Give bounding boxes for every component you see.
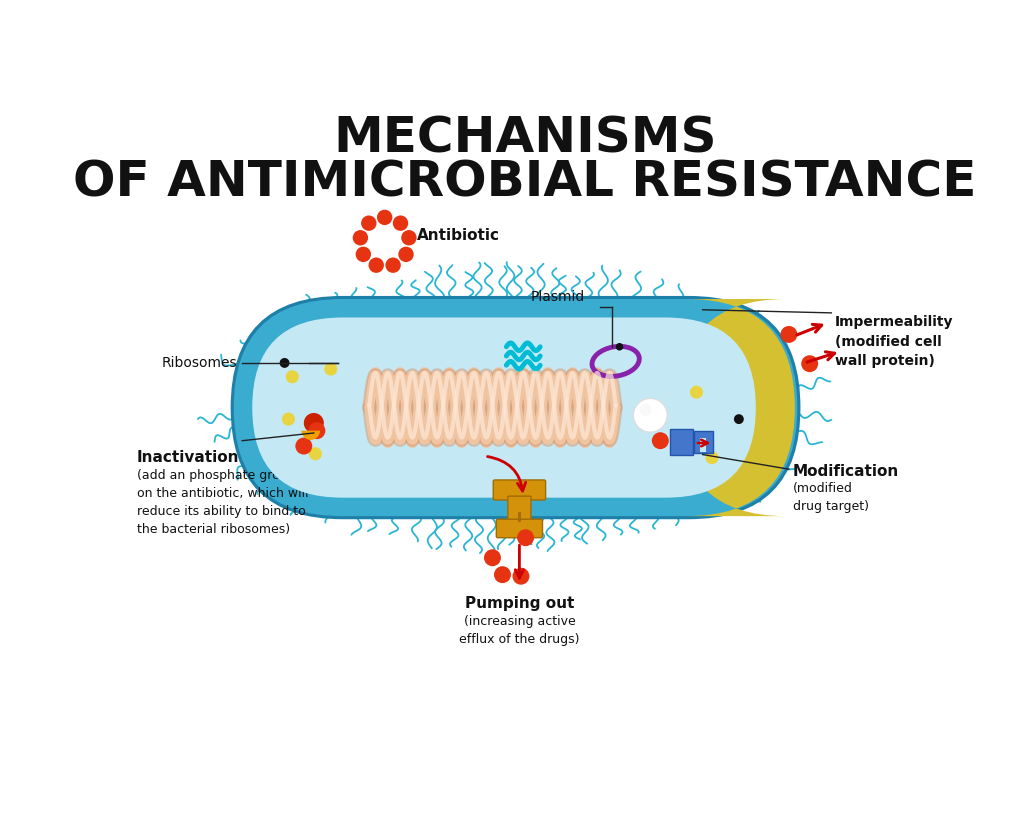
Circle shape <box>352 230 368 245</box>
Circle shape <box>325 363 337 376</box>
Text: Ribosomes: Ribosomes <box>161 356 237 370</box>
Text: Pumping out: Pumping out <box>465 596 574 611</box>
Circle shape <box>304 413 324 433</box>
Text: (add an phosphate group
on the antibiotic, which will
reduce its ability to bind: (add an phosphate group on the antibioti… <box>137 469 308 536</box>
FancyBboxPatch shape <box>699 439 706 453</box>
FancyBboxPatch shape <box>509 500 529 523</box>
Circle shape <box>512 568 529 585</box>
Text: Plasmid: Plasmid <box>530 290 585 304</box>
FancyBboxPatch shape <box>494 480 546 500</box>
Text: Modification: Modification <box>793 464 899 479</box>
FancyBboxPatch shape <box>508 496 531 524</box>
Circle shape <box>690 386 703 399</box>
Circle shape <box>286 370 299 383</box>
Circle shape <box>494 566 511 583</box>
Circle shape <box>398 247 414 262</box>
Circle shape <box>616 344 623 350</box>
Text: MECHANISMS: MECHANISMS <box>333 115 717 163</box>
Text: Antibiotic: Antibiotic <box>417 229 500 243</box>
Circle shape <box>295 438 312 454</box>
Circle shape <box>640 404 652 416</box>
FancyBboxPatch shape <box>497 520 543 538</box>
FancyBboxPatch shape <box>678 299 795 516</box>
Circle shape <box>484 549 501 566</box>
Circle shape <box>706 451 719 464</box>
Circle shape <box>634 399 668 432</box>
Circle shape <box>282 413 295 426</box>
Circle shape <box>517 529 535 547</box>
Text: OF ANTIMICROBIAL RESISTANCE: OF ANTIMICROBIAL RESISTANCE <box>73 158 977 207</box>
Circle shape <box>355 247 371 262</box>
Circle shape <box>361 216 377 231</box>
Circle shape <box>734 415 743 423</box>
FancyBboxPatch shape <box>694 431 713 453</box>
Text: (modified
drug target): (modified drug target) <box>793 482 868 513</box>
Text: Inactivation: Inactivation <box>137 450 240 465</box>
Circle shape <box>369 257 384 273</box>
Circle shape <box>401 230 417 245</box>
FancyBboxPatch shape <box>230 296 801 520</box>
Circle shape <box>801 355 818 373</box>
FancyBboxPatch shape <box>233 299 798 516</box>
Text: (increasing active
efflux of the drugs): (increasing active efflux of the drugs) <box>459 614 580 645</box>
FancyBboxPatch shape <box>670 429 692 455</box>
FancyBboxPatch shape <box>252 318 756 498</box>
Circle shape <box>780 326 798 343</box>
Circle shape <box>308 422 326 440</box>
Circle shape <box>393 216 409 231</box>
Circle shape <box>377 210 392 225</box>
Circle shape <box>281 359 289 367</box>
Circle shape <box>652 432 669 449</box>
Text: Impermeability
(modified cell
wall protein): Impermeability (modified cell wall prote… <box>836 315 953 368</box>
Circle shape <box>671 432 684 445</box>
Wedge shape <box>301 431 319 440</box>
Circle shape <box>385 257 400 273</box>
Circle shape <box>309 447 322 460</box>
